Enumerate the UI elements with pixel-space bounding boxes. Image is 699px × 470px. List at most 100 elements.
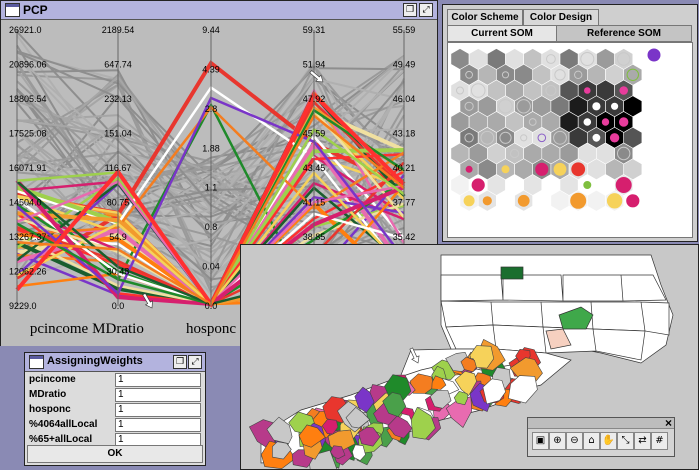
map-county[interactable] bbox=[382, 392, 407, 418]
weight-label: pcincome bbox=[29, 374, 76, 385]
map-county[interactable] bbox=[354, 386, 375, 413]
som-node-marker bbox=[592, 102, 601, 111]
som-node-marker bbox=[584, 87, 591, 94]
zoom-in-icon[interactable]: ⊕ bbox=[549, 432, 566, 450]
parallel-coordinates-plot[interactable]: 26921.0 20896.06 18805.54 17525.08 16071.91 1… bbox=[1, 20, 437, 346]
som-node-marker bbox=[535, 162, 549, 176]
weight-label: hosponc bbox=[29, 404, 71, 415]
som-node-marker bbox=[501, 165, 510, 174]
pcp-tick-label: 647.74 bbox=[104, 60, 132, 70]
weight-input[interactable]: 1 bbox=[115, 403, 201, 417]
som-node-marker bbox=[480, 130, 495, 145]
window-icon bbox=[5, 3, 20, 17]
pcp-tick-label: 43.45 bbox=[303, 163, 326, 173]
weight-input[interactable]: 1 bbox=[115, 373, 201, 387]
ok-button[interactable]: OK bbox=[27, 445, 203, 463]
map-county[interactable] bbox=[358, 426, 381, 447]
weights-form: pcincome 1 MDratio 1 hosponc 1 %4064allLocal 1%… bbox=[27, 373, 203, 448]
map-county[interactable] bbox=[409, 373, 435, 394]
weight-input[interactable]: 1 bbox=[115, 418, 201, 432]
maximize-icon[interactable]: ⤢ bbox=[188, 355, 202, 369]
map-county[interactable] bbox=[558, 306, 594, 330]
som-node-marker bbox=[570, 192, 587, 209]
pcp-tick-label: 30.48 bbox=[107, 267, 130, 277]
pcp-tick-label: 54.9 bbox=[109, 232, 127, 242]
som-window: Color Scheme Color Design Current SOM Re… bbox=[442, 4, 698, 242]
map-county[interactable] bbox=[321, 418, 339, 435]
map-toolbar: × ▣ ⊕ ⊖ ⌂ ✋ ⤡ ⇄ # bbox=[527, 416, 675, 457]
map-county[interactable] bbox=[453, 390, 469, 406]
som-node-marker bbox=[554, 69, 566, 81]
map-county[interactable] bbox=[460, 356, 477, 373]
tab-color-design[interactable]: Color Design bbox=[523, 9, 599, 25]
home-icon[interactable]: ⌂ bbox=[583, 432, 600, 450]
measure-icon[interactable]: ⇄ bbox=[634, 432, 651, 450]
maximize-icon[interactable]: ⤢ bbox=[419, 3, 433, 17]
arrow-icon bbox=[142, 292, 153, 309]
map-county[interactable] bbox=[431, 375, 447, 390]
tab-current-som[interactable]: Current SOM bbox=[447, 25, 557, 42]
map-county[interactable] bbox=[508, 375, 538, 404]
grid-icon[interactable]: # bbox=[651, 432, 668, 450]
weights-titlebar[interactable]: AssigningWeights ❐ ⤢ bbox=[25, 353, 205, 372]
som-node-marker bbox=[626, 194, 640, 208]
map-county[interactable] bbox=[500, 266, 524, 280]
tab-reference-som[interactable]: Reference SOM bbox=[556, 25, 692, 42]
pcp-tick-label: 26921.0 bbox=[9, 25, 42, 35]
map-counties bbox=[248, 266, 594, 469]
pcp-tick-label: 0.8 bbox=[205, 222, 218, 232]
pcp-tick-label: 2.8 bbox=[205, 104, 218, 114]
map-county[interactable] bbox=[454, 370, 477, 397]
map-county[interactable] bbox=[272, 441, 292, 460]
zoom-out-icon[interactable]: ⊖ bbox=[566, 432, 583, 450]
map-county[interactable] bbox=[387, 415, 413, 439]
map-county[interactable] bbox=[410, 406, 436, 440]
pcp-tick-label: 38.85 bbox=[303, 232, 326, 242]
pcp-tick-label: 16071.91 bbox=[9, 163, 47, 173]
pcp-tick-label: 116.67 bbox=[105, 163, 132, 173]
som-hex-grid[interactable] bbox=[447, 42, 693, 238]
pcp-axis-name[interactable]: MDratio bbox=[92, 321, 144, 337]
map-county[interactable] bbox=[469, 345, 495, 369]
som-node-marker bbox=[617, 146, 631, 161]
pcp-titlebar[interactable]: PCP ❐ ⤢ bbox=[1, 1, 437, 20]
map-county[interactable] bbox=[429, 390, 452, 409]
toolbar-handle[interactable] bbox=[528, 418, 674, 429]
pcp-tick-label: 0.04 bbox=[202, 262, 220, 272]
som-node-marker bbox=[465, 165, 473, 173]
restore-icon[interactable]: ❐ bbox=[173, 355, 187, 369]
pcp-tick-label: 43.18 bbox=[393, 129, 416, 139]
pcp-tick-label: 35.42 bbox=[393, 232, 416, 242]
pcp-tick-label: 20896.06 bbox=[9, 60, 47, 70]
map-county[interactable] bbox=[298, 424, 326, 448]
pcp-tick-label: 14504.0 bbox=[9, 198, 42, 208]
pcp-tick-label: 151.04 bbox=[104, 129, 132, 139]
county-map[interactable] bbox=[241, 245, 698, 469]
pcp-tick-label: 0.0 bbox=[112, 301, 125, 311]
pcp-tick-label: 46.04 bbox=[393, 94, 416, 104]
zoom-extent-icon[interactable]: ⤡ bbox=[617, 432, 634, 450]
som-node-marker bbox=[615, 177, 632, 193]
map-county[interactable] bbox=[345, 407, 371, 429]
pcp-window: PCP ❐ ⤢ 26921.0 20896.06 18805.54 17525.08 1… bbox=[0, 0, 438, 346]
restore-icon[interactable]: ❐ bbox=[403, 3, 417, 17]
som-node-marker bbox=[546, 54, 556, 64]
map-county[interactable] bbox=[351, 444, 366, 461]
pcp-axis-name[interactable]: hosponc bbox=[186, 321, 236, 337]
map-county[interactable] bbox=[545, 328, 572, 350]
som-node-marker bbox=[606, 193, 623, 209]
pcp-tick-label: 0.0 bbox=[205, 301, 218, 311]
select-icon[interactable]: ▣ bbox=[532, 432, 549, 450]
close-icon[interactable]: × bbox=[664, 416, 672, 430]
tab-color-scheme[interactable]: Color Scheme bbox=[447, 9, 523, 25]
arrow-icon bbox=[409, 347, 420, 364]
pan-icon[interactable]: ✋ bbox=[600, 432, 617, 450]
map-county[interactable] bbox=[482, 378, 506, 405]
weight-input[interactable]: 1 bbox=[115, 388, 201, 402]
weight-row: %4064allLocal 1 bbox=[27, 418, 203, 432]
pcp-axis-name[interactable]: pcincome bbox=[30, 321, 89, 337]
pcp-tick-label: 51.94 bbox=[303, 60, 326, 70]
map-county[interactable] bbox=[266, 416, 293, 445]
pcp-tick-label: 9229.0 bbox=[9, 301, 37, 311]
som-node-marker bbox=[528, 118, 537, 126]
